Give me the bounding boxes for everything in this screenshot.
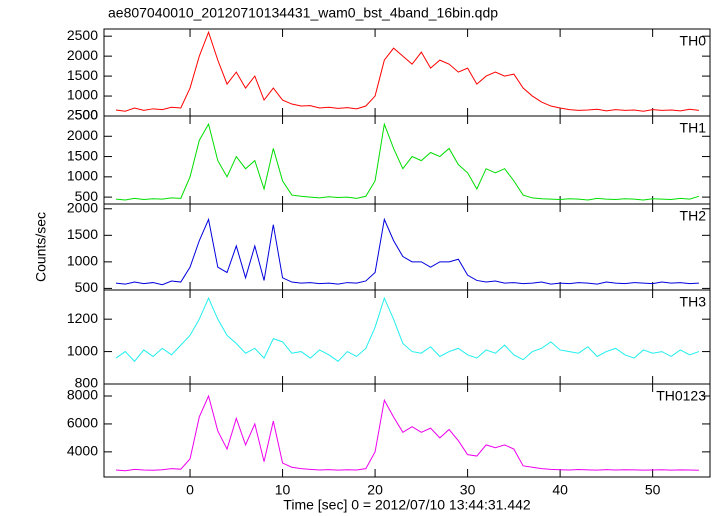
- y-tick-label: 1000: [67, 168, 98, 184]
- y-tick-label: 2500: [67, 27, 98, 43]
- x-tick-label: 40: [552, 482, 568, 498]
- panel-frame: [103, 115, 711, 205]
- y-tick-label: 1500: [67, 147, 98, 163]
- panel-label: TH3: [680, 294, 707, 310]
- data-line: [115, 30, 699, 112]
- x-tick-label: 30: [460, 482, 476, 498]
- y-tick-label: 1500: [67, 226, 98, 242]
- y-tick-label: 1000: [67, 253, 98, 269]
- panel-label: TH1: [680, 120, 707, 136]
- data-line: [115, 394, 699, 472]
- y-tick-label: 1000: [67, 342, 98, 358]
- x-axis-label: Time [sec] 0 = 2012/07/10 13:44:31.442: [283, 497, 531, 513]
- data-line: [115, 296, 700, 363]
- y-tick-label: 8000: [67, 387, 98, 403]
- y-tick-label: 1000: [67, 87, 98, 103]
- chart-title: ae807040010_20120710134431_wam0_bst_4ban…: [108, 5, 498, 21]
- y-tick-label: 500: [75, 188, 99, 204]
- y-tick-label: 500: [75, 107, 99, 123]
- panel-label: TH0: [680, 33, 707, 49]
- x-tick-label: 50: [645, 482, 661, 498]
- x-tick-label: 20: [367, 482, 383, 498]
- y-axis-label: Counts/sec: [33, 212, 49, 282]
- x-tick-label: 0: [186, 482, 194, 498]
- y-tick-label: 6000: [67, 415, 98, 431]
- x-tick-label: 10: [275, 482, 291, 498]
- y-tick-label: 4000: [67, 443, 98, 459]
- y-tick-label: 1500: [67, 67, 98, 83]
- y-tick-label: 2000: [67, 199, 98, 215]
- y-tick-label: 2000: [67, 127, 98, 143]
- panel-frame: [103, 203, 711, 291]
- y-tick-label: 500: [75, 279, 99, 295]
- panel-frame: [103, 289, 711, 385]
- panel-label: TH2: [680, 208, 707, 224]
- y-tick-label: 1200: [67, 310, 98, 326]
- data-line: [115, 217, 699, 286]
- panel-frame: [103, 383, 711, 478]
- y-tick-label: 2000: [67, 47, 98, 63]
- y-tick-label: 2500: [67, 107, 98, 123]
- y-tick-label: 800: [75, 375, 99, 391]
- data-line: [115, 122, 700, 201]
- panel-label: TH0123: [656, 388, 706, 404]
